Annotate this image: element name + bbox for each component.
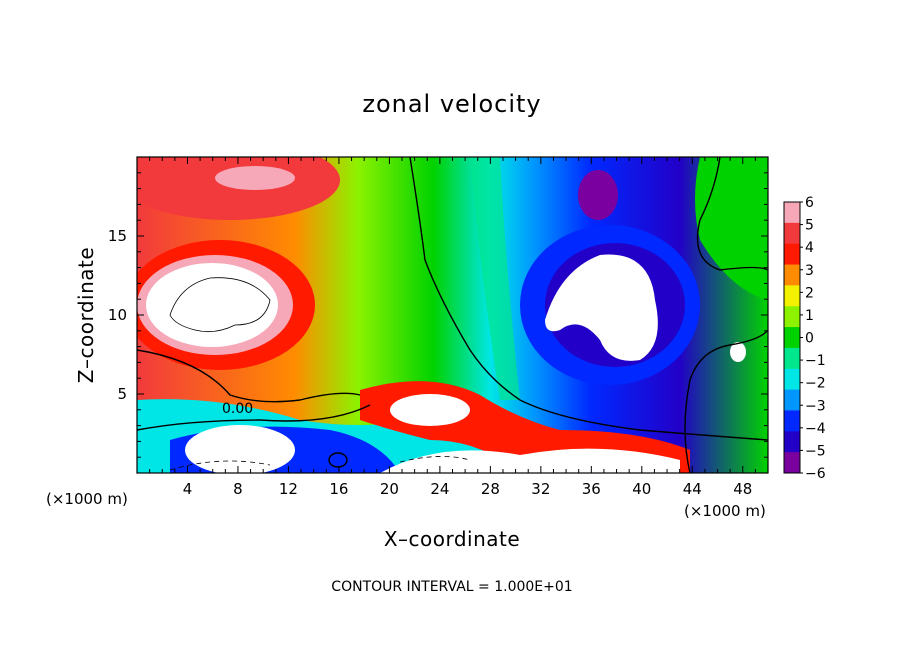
colorbar-label: 1: [805, 308, 814, 324]
colorbar-label: 5: [805, 218, 814, 234]
contour-label: 0.00: [222, 401, 253, 417]
x-tick-label: 8: [233, 480, 243, 498]
saturated-region-bottom-mid: [390, 394, 470, 426]
x-tick-label: 36: [582, 480, 601, 498]
x-axis-label: X–coordinate: [384, 527, 520, 551]
colorbar-label: −3: [805, 398, 826, 414]
colorbar-swatch: [784, 285, 800, 307]
x-tick-label: 44: [683, 480, 702, 498]
x-tick-label: 16: [329, 480, 348, 498]
colorbar-label: −4: [805, 421, 826, 437]
colorbar-swatch: [784, 389, 800, 411]
x-tick-label: 48: [733, 480, 752, 498]
contour-right-lower: [684, 329, 768, 473]
x-axis-ticks: 4 8 12 16 20 24 28 32 36 40 44 48: [149, 157, 756, 498]
colorbar-swatch: [784, 327, 800, 349]
y-tick-label: 5: [117, 385, 127, 403]
colorbar-swatch: [784, 243, 800, 266]
transition-band-center: [470, 157, 520, 400]
x-tick-label: 40: [632, 480, 651, 498]
contour-left-core: [169, 277, 271, 333]
heatmap-field: [137, 157, 768, 473]
x-tick-label: 28: [481, 480, 500, 498]
x-tick-label: 12: [279, 480, 298, 498]
colorbar-swatch: [784, 264, 800, 286]
colorbar-label: −2: [805, 376, 826, 392]
saturated-region-right: [545, 254, 658, 361]
zero-contour-left: [137, 349, 361, 403]
y-axis-ticks: 5 10 15: [108, 172, 768, 458]
colorbar-swatch: [784, 202, 800, 224]
zero-contour-lower: [137, 404, 371, 431]
colorbar: 6 5 4 3 2 1 0 −1 −2 −3 −4 −5 −6: [783, 195, 826, 482]
zero-contour-right: [696, 157, 768, 271]
zero-contour-center: [409, 157, 768, 441]
colorbar-swatch: [784, 222, 800, 245]
y-tick-label: 10: [108, 306, 127, 324]
colorbar-label: −1: [805, 353, 826, 369]
saturated-region-left: [146, 263, 278, 347]
x-tick-label: 24: [430, 480, 449, 498]
negative-contour-dashed-2: [399, 456, 471, 463]
x-unit-left: (×1000 m): [46, 490, 128, 508]
y-tick-label: 15: [108, 227, 127, 245]
x-tick-label: 32: [531, 480, 550, 498]
saturated-region-far-right: [730, 342, 746, 362]
saturated-region-bottom: [380, 448, 680, 473]
colorbar-label: 2: [805, 285, 814, 301]
negative-contour-dashed: [169, 460, 271, 471]
colorbar-swatch: [784, 368, 800, 391]
contour-interval-note: CONTOUR INTERVAL = 1.000E+01: [331, 579, 572, 595]
colorbar-swatch: [784, 431, 800, 453]
colorbar-swatch: [784, 452, 800, 474]
colorbar-swatch: [784, 410, 800, 432]
saturated-region-bottom-left: [185, 425, 295, 473]
y-axis-label: Z–coordinate: [74, 247, 98, 383]
x-tick-label: 20: [380, 480, 399, 498]
positive-core-top-left-peak: [215, 166, 295, 190]
colorbar-label: −6: [805, 466, 826, 482]
colorbar-label: 3: [805, 263, 814, 279]
x-unit-right: (×1000 m): [684, 502, 766, 520]
colorbar-label: 0: [805, 331, 814, 347]
colorbar-swatch: [784, 306, 800, 328]
colorbar-label: 4: [805, 240, 814, 256]
chart-title: zonal velocity: [362, 90, 541, 118]
colorbar-label: −5: [805, 443, 826, 459]
contour-lines: [137, 157, 768, 473]
x-tick-label: 4: [183, 480, 193, 498]
colorbar-swatch: [784, 347, 800, 370]
positive-region-right: [695, 157, 768, 300]
colorbar-label: 6: [805, 195, 814, 211]
contour-small-ring: [328, 452, 348, 468]
negative-core-top-right: [578, 170, 618, 220]
